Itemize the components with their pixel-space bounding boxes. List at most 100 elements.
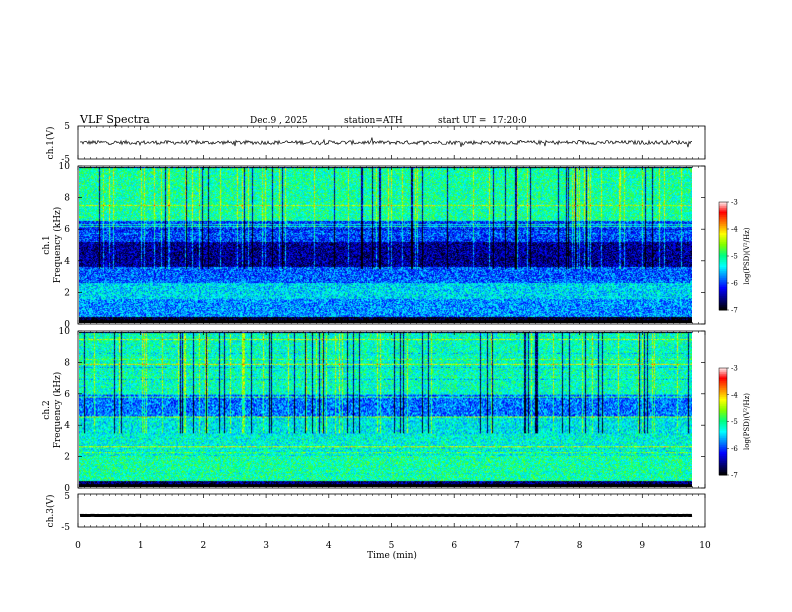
- colorbar-swatch: [719, 407, 727, 410]
- colorbar-swatch: [719, 473, 727, 476]
- colorbar-swatch: [719, 207, 727, 210]
- colorbar-swatch: [719, 471, 727, 474]
- colorbar-swatch: [719, 256, 727, 259]
- colorbar-swatch: [719, 293, 727, 297]
- y-tick-label: 6: [64, 390, 70, 400]
- colorbar-swatch: [719, 378, 727, 381]
- colorbar-swatch: [719, 380, 727, 383]
- y-tick-label: 2: [64, 288, 70, 298]
- header-start-time: 17:20:0: [492, 116, 527, 126]
- colorbar-swatch: [719, 409, 727, 412]
- colorbar-swatch: [719, 308, 727, 311]
- ch1-waveform-trace: [79, 137, 692, 148]
- colorbar-swatch: [719, 375, 727, 378]
- colorbar-swatch: [719, 261, 727, 264]
- colorbar-swatch: [719, 442, 727, 446]
- colorbar-swatch: [719, 396, 727, 399]
- colorbar-swatch: [719, 421, 727, 424]
- y-tick-label: 8: [64, 194, 70, 204]
- colorbar-swatch: [719, 216, 727, 219]
- colorbar-swatch: [719, 301, 727, 304]
- colorbar-tick-label: -4: [731, 391, 738, 399]
- colorbar-swatch: [719, 425, 727, 428]
- colorbar-swatch: [719, 283, 727, 286]
- ch2-spectrogram-image: [79, 332, 692, 487]
- colorbar-swatch: [719, 203, 727, 207]
- ch1-ytick-top: 5: [64, 122, 70, 132]
- ch3-ytick-top: 5: [64, 492, 70, 502]
- colorbar-tick-label: -7: [731, 472, 738, 480]
- colorbar-label: log(PSD)(V²/Hz): [743, 227, 751, 284]
- colorbar-swatch: [719, 212, 727, 216]
- colorbar-swatch: [719, 214, 727, 217]
- colorbar-swatch: [719, 469, 727, 472]
- x-tick-label: 10: [699, 541, 711, 551]
- colorbar-swatch: [719, 252, 727, 255]
- ch1-waveform-ylabel: ch.1(V): [45, 127, 56, 160]
- x-tick-label: 5: [389, 541, 395, 551]
- colorbar-swatch: [719, 464, 727, 467]
- colorbar-swatch: [719, 376, 727, 380]
- colorbar-swatch: [719, 248, 727, 252]
- colorbar-swatch: [719, 428, 727, 431]
- ch1-spectrogram-image: [79, 167, 692, 323]
- colorbar-swatch: [719, 400, 727, 403]
- colorbar-swatch: [719, 392, 727, 396]
- colorbar-swatch: [719, 446, 727, 449]
- colorbar-swatch: [719, 430, 727, 433]
- colorbar-swatch: [719, 265, 727, 268]
- colorbar-swatch: [719, 403, 727, 406]
- colorbar-swatch: [719, 451, 727, 455]
- x-tick-label: 3: [263, 541, 269, 551]
- ch3-waveform-panel: 5 -5 ch.3(V): [45, 492, 706, 533]
- colorbar-swatch: [719, 230, 727, 234]
- colorbar-swatch: [719, 297, 727, 300]
- colorbar-swatch: [719, 419, 727, 422]
- colorbar-swatch: [719, 266, 727, 270]
- colorbar-swatch: [719, 211, 727, 214]
- colorbar-swatch: [719, 387, 727, 390]
- colorbar-swatch: [719, 220, 727, 223]
- colorbar-tick-label: -3: [731, 365, 738, 373]
- ch2-colorbar: -3 -4 -5 -6 -7 log(PSD)(V²/Hz): [718, 365, 751, 480]
- colorbar-swatch: [719, 247, 727, 250]
- colorbar-swatch: [719, 439, 727, 442]
- y-tick-label: 0: [64, 484, 70, 494]
- colorbar-swatch: [719, 205, 727, 208]
- y-tick-label: 2: [64, 453, 70, 463]
- colorbar-swatch: [719, 259, 727, 262]
- ch2-spectrogram-ylabel: Frequency (kHz): [52, 372, 63, 449]
- y-tick-label: 6: [64, 225, 70, 235]
- colorbar-swatch: [719, 250, 727, 253]
- colorbar-swatch: [719, 209, 727, 212]
- ch3-waveform-ylabel: ch.3(V): [45, 495, 56, 528]
- ch1-colorbar: -3 -4 -5 -6 -7 log(PSD)(V²/Hz): [718, 199, 751, 315]
- colorbar-swatch: [719, 227, 727, 230]
- header-start-label: start UT =: [438, 116, 486, 126]
- colorbar-tick-label: -5: [731, 418, 738, 426]
- colorbar-swatch: [719, 292, 727, 295]
- ch1-spectrogram-panel: 0 2 4 6 8 10 ch.1 Frequency (kHz) -3 -4 -5 -6 -7 l…: [42, 162, 751, 330]
- colorbar-swatch: [719, 272, 727, 275]
- ch1-spectrogram-channel-label: ch.1: [42, 235, 52, 254]
- colorbar-swatch: [719, 457, 727, 460]
- colorbar-label: log(PSD)(V²/Hz): [743, 393, 751, 450]
- colorbar-swatch: [719, 382, 727, 385]
- colorbar-swatch: [719, 232, 727, 235]
- figure-title: VLF Spectra: [79, 113, 150, 126]
- y-tick-label: 4: [64, 421, 70, 431]
- ch1-ytick-bottom: -5: [61, 155, 70, 165]
- colorbar-swatch: [719, 257, 727, 261]
- x-tick-label: 9: [639, 541, 645, 551]
- header-date: Dec.9 , 2025: [250, 116, 308, 126]
- colorbar-swatch: [719, 234, 727, 237]
- colorbar-tick-label: -6: [731, 445, 738, 453]
- x-tick-label: 1: [138, 541, 144, 551]
- colorbar-tick-label: -4: [731, 226, 738, 234]
- colorbar-swatch: [719, 416, 727, 419]
- colorbar-swatch: [719, 455, 727, 458]
- colorbar-swatch: [719, 433, 727, 437]
- colorbar-swatch: [719, 412, 727, 415]
- colorbar-swatch: [719, 432, 727, 435]
- colorbar-swatch: [719, 239, 727, 243]
